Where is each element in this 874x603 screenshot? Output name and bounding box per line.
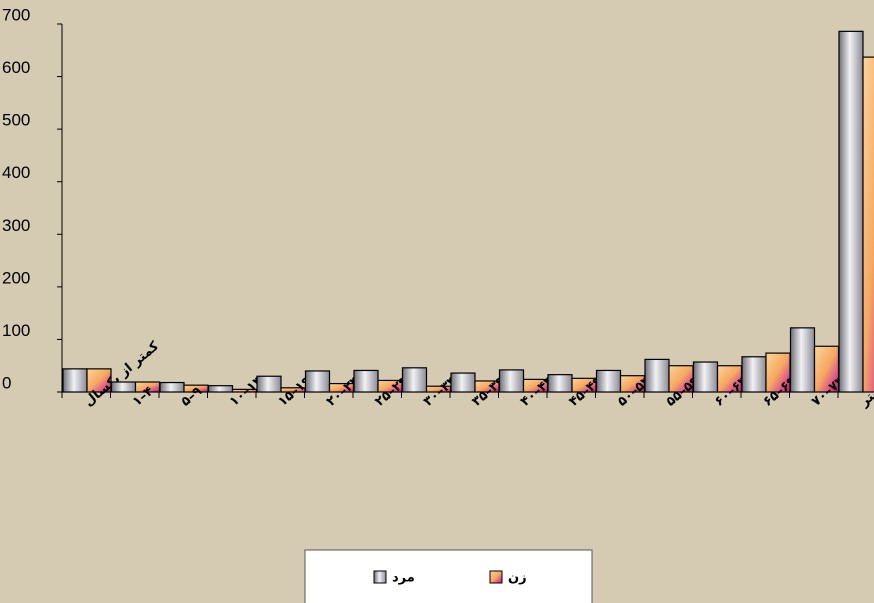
bar — [110, 381, 137, 393]
y-tick-label: 600 — [2, 58, 30, 77]
bar — [644, 358, 670, 393]
bar — [741, 356, 767, 393]
y-tick-label: 400 — [2, 163, 30, 182]
y-tick-label: 300 — [2, 216, 30, 235]
bar — [789, 327, 816, 393]
bar — [813, 345, 840, 393]
y-tick-label: 0 — [2, 373, 11, 392]
y-tick-label: 200 — [2, 268, 30, 287]
legend-swatch — [489, 570, 503, 584]
bar — [450, 372, 476, 393]
legend-swatch — [373, 570, 387, 584]
legend-box — [304, 549, 593, 603]
y-tick-label: 100 — [2, 321, 30, 340]
bar — [595, 369, 622, 393]
bar — [692, 361, 719, 393]
bar — [716, 365, 743, 393]
y-tick-label: 700 — [2, 5, 30, 24]
bar — [668, 365, 694, 393]
bar — [207, 385, 234, 393]
legend-label: زن — [508, 571, 527, 586]
bar — [62, 368, 88, 393]
bar — [159, 381, 185, 393]
bar — [547, 374, 573, 393]
legend-label: مرد — [392, 571, 415, 586]
bar — [401, 367, 428, 393]
bar — [498, 369, 525, 393]
y-tick-label: 500 — [2, 111, 30, 130]
bar — [304, 370, 331, 393]
bar — [838, 30, 864, 393]
bar — [862, 56, 874, 393]
bar — [353, 369, 379, 393]
bar — [256, 375, 282, 393]
